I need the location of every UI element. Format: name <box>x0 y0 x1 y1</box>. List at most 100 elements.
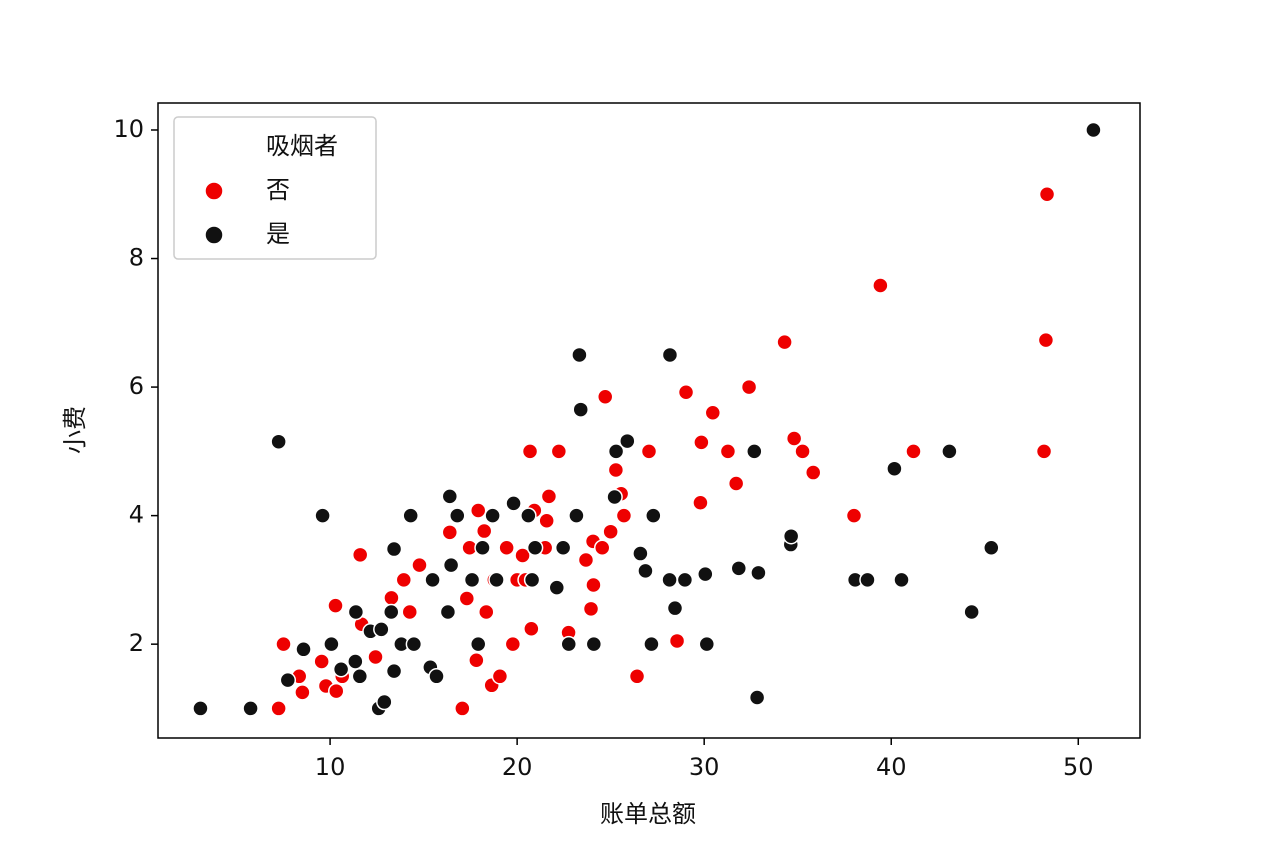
point <box>373 621 390 638</box>
x-axis-label: 账单总额 <box>600 800 696 828</box>
point <box>478 603 495 621</box>
point <box>637 562 654 580</box>
point <box>1035 443 1053 460</box>
point <box>661 346 679 364</box>
point <box>1037 331 1055 349</box>
point <box>776 333 793 351</box>
point <box>628 668 646 685</box>
point <box>963 603 980 621</box>
point <box>785 430 803 447</box>
point <box>593 539 611 557</box>
point <box>560 635 578 653</box>
point <box>270 433 287 450</box>
point <box>572 401 589 418</box>
point <box>488 571 505 589</box>
point <box>697 565 714 583</box>
point <box>661 571 678 589</box>
point <box>602 523 619 540</box>
legend-label: 否 <box>266 176 290 204</box>
point <box>468 651 485 669</box>
point <box>538 512 555 530</box>
point <box>746 443 763 460</box>
point <box>577 551 595 569</box>
point <box>323 635 340 653</box>
point <box>351 668 369 685</box>
point <box>740 378 758 396</box>
point <box>719 443 737 460</box>
point <box>748 689 766 706</box>
point <box>327 597 344 614</box>
point <box>521 443 539 460</box>
x-tick-label: 30 <box>689 753 720 781</box>
point <box>328 682 345 700</box>
point <box>454 700 471 717</box>
point <box>804 464 822 481</box>
point <box>585 576 602 594</box>
point <box>275 635 292 653</box>
point <box>351 546 369 564</box>
point <box>383 589 400 607</box>
point <box>491 668 509 685</box>
point <box>463 571 481 589</box>
point <box>523 620 540 637</box>
point <box>376 693 393 711</box>
legend-title: 吸烟者 <box>266 132 338 160</box>
point <box>632 545 649 562</box>
point <box>458 590 476 607</box>
point <box>859 571 876 589</box>
point <box>640 443 658 460</box>
legend-box <box>173 116 377 260</box>
point <box>607 461 625 479</box>
point <box>893 571 910 589</box>
point <box>411 556 428 574</box>
point <box>526 539 544 557</box>
point <box>782 527 800 545</box>
point <box>475 522 493 540</box>
point <box>428 668 445 685</box>
point <box>676 571 694 589</box>
point <box>794 443 811 460</box>
point <box>347 603 365 621</box>
point <box>314 507 331 524</box>
point <box>469 635 487 653</box>
point <box>439 603 457 621</box>
point <box>571 346 588 364</box>
point <box>677 383 695 401</box>
point <box>615 507 633 524</box>
point <box>279 671 297 689</box>
x-tick-label: 40 <box>876 753 907 781</box>
point <box>582 600 600 618</box>
point <box>523 571 541 589</box>
point <box>520 507 537 524</box>
point <box>294 684 311 701</box>
point <box>385 540 403 558</box>
point <box>619 432 636 450</box>
point <box>295 641 312 658</box>
point <box>668 632 686 650</box>
point <box>474 539 491 557</box>
point <box>405 635 423 653</box>
y-tick-label: 2 <box>129 629 144 657</box>
y-axis-label: 小费 <box>61 406 89 454</box>
legend-label: 是 <box>266 220 290 248</box>
point <box>643 635 660 653</box>
point <box>606 488 623 506</box>
point <box>1038 186 1056 203</box>
point <box>469 502 487 519</box>
point <box>498 539 515 557</box>
point <box>242 700 259 717</box>
point <box>347 653 364 670</box>
y-tick-label: 8 <box>129 244 144 272</box>
x-tick-label: 50 <box>1063 753 1094 781</box>
point <box>484 507 501 524</box>
point <box>449 507 466 524</box>
point <box>645 507 662 524</box>
point <box>941 443 958 460</box>
point <box>540 488 558 505</box>
point <box>692 494 709 512</box>
legend-marker <box>204 181 224 201</box>
point <box>886 460 903 477</box>
point <box>596 388 614 405</box>
point <box>401 603 419 621</box>
